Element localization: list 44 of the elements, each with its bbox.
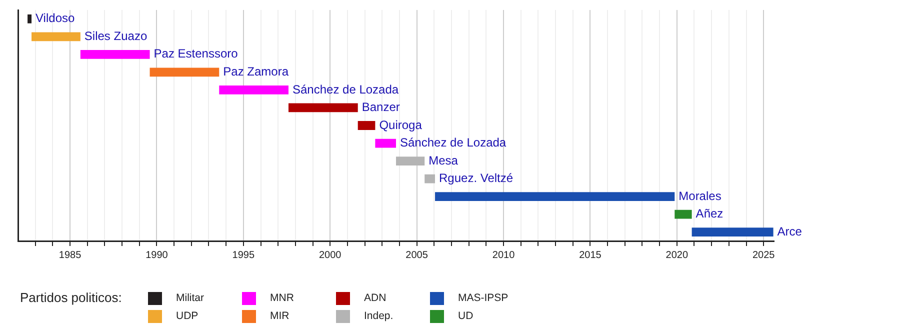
bar <box>674 210 692 219</box>
bar <box>435 192 675 202</box>
y-tick-label: Sánchez de Lozada <box>292 82 399 96</box>
y-tick-label: Morales <box>678 188 722 203</box>
legend-label: MIR <box>270 310 290 322</box>
y-tick-label: Vildoso <box>36 11 75 26</box>
x-tick-label: 2015 <box>579 250 602 261</box>
bar <box>219 86 288 94</box>
bar <box>32 32 80 42</box>
y-tick-label: Añez <box>696 206 724 221</box>
x-tick-label: 2010 <box>492 250 516 261</box>
bar <box>692 228 774 237</box>
x-tick-label: 1985 <box>58 250 82 261</box>
x-tick-label: 2005 <box>406 250 428 261</box>
legend-label: ADN <box>364 292 386 304</box>
legend-label: UDP <box>176 310 198 322</box>
legend-label: MAS-IPSP <box>458 292 508 304</box>
y-tick-label: Paz Zamora <box>223 64 289 79</box>
bar <box>424 174 436 184</box>
legend-label: Indep. <box>364 310 394 322</box>
bar <box>396 156 425 166</box>
y-tick-label: Paz Estenssoro <box>154 46 238 61</box>
bar <box>80 50 150 59</box>
x-tick-label: 1990 <box>146 250 168 261</box>
bar <box>375 138 396 148</box>
y-tick-label: Banzer <box>362 100 400 114</box>
x-tick-label: 1995 <box>232 250 255 261</box>
y-tick-label: Rguez. Veltzé <box>439 171 514 186</box>
x-tick-label: 2000 <box>318 250 342 261</box>
legend-title: Partidos politicos: <box>20 290 123 305</box>
y-tick-label: Siles Zuazo <box>84 28 148 43</box>
legend-label: UD <box>458 310 474 322</box>
legend-label: Militar <box>176 292 204 304</box>
y-tick-label: Quiroga <box>379 118 422 132</box>
x-tick-label: 2025 <box>752 250 776 261</box>
y-tick-label: Sánchez de Lozada <box>400 136 506 150</box>
bar <box>28 14 32 24</box>
bar <box>358 121 376 130</box>
legend-label: MNR <box>270 292 294 304</box>
bar <box>150 68 220 77</box>
y-tick-label: Arce <box>777 224 802 238</box>
bar <box>288 103 358 112</box>
x-tick-label: 2020 <box>666 250 688 261</box>
y-tick-label: Mesa <box>428 153 458 168</box>
